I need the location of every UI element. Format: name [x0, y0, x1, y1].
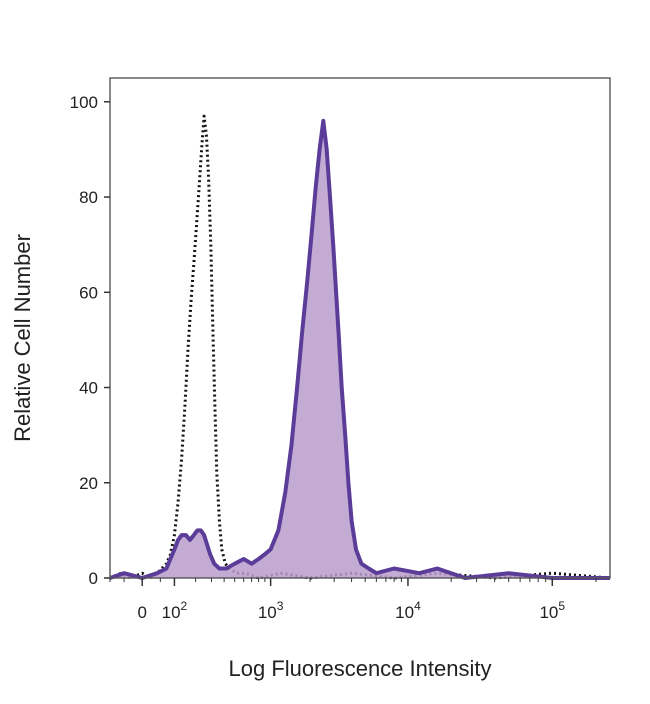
- x-tick-label: 104: [395, 599, 421, 622]
- x-axis: 0 102 103 104 105: [109, 578, 597, 622]
- series-layer: [109, 114, 611, 580]
- x-axis-title: Log Fluorescence Intensity: [229, 656, 492, 681]
- y-axis: 0 20 40 60 80 100: [70, 93, 110, 588]
- y-axis-title: Relative Cell Number: [10, 234, 35, 442]
- x-tick-label: 103: [258, 599, 284, 622]
- series-0-line: [109, 114, 611, 580]
- plot-frame: [109, 77, 611, 579]
- y-tick-label: 0: [89, 569, 98, 588]
- y-tick-label: 20: [79, 474, 98, 493]
- x-tick-label: 105: [539, 599, 565, 622]
- series-1-line: [109, 118, 610, 580]
- y-tick-label: 100: [70, 93, 98, 112]
- series-1-fill: [110, 120, 610, 579]
- x-tick-label: 0: [137, 603, 146, 622]
- y-tick-label: 40: [79, 379, 98, 398]
- y-tick-label: 80: [79, 188, 98, 207]
- y-tick-label: 60: [79, 283, 98, 302]
- x-tick-label: 102: [162, 599, 188, 622]
